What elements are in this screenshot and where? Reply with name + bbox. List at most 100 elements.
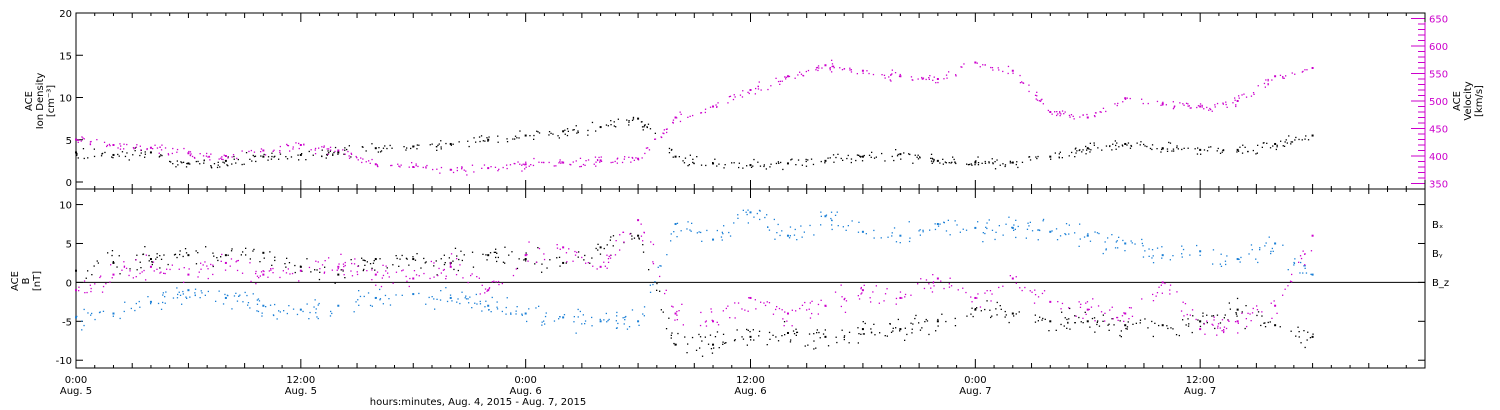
bz-point: [139, 272, 141, 275]
by-point: [895, 241, 898, 243]
bz-point: [776, 306, 778, 308]
ion-density-point: [778, 162, 780, 164]
bz-point: [925, 279, 928, 281]
velocity-point: [517, 161, 519, 163]
velocity-point: [1234, 97, 1236, 99]
by-point: [1059, 235, 1062, 237]
bz-point: [202, 264, 204, 266]
velocity-point: [587, 159, 590, 161]
velocity-point: [861, 69, 864, 72]
ion-density-point: [343, 153, 345, 155]
by-point: [186, 297, 188, 299]
by-point: [1305, 272, 1308, 274]
bz-point: [603, 261, 605, 263]
bz-point: [574, 254, 577, 256]
velocity-point: [891, 73, 893, 75]
by-point: [995, 231, 997, 233]
by-point: [355, 301, 357, 303]
ion-density-point: [820, 160, 822, 163]
bx-point: [1084, 311, 1086, 313]
velocity-point: [452, 171, 455, 174]
bz-point: [501, 282, 503, 285]
velocity-point: [314, 147, 317, 150]
velocity-point: [666, 128, 668, 130]
ion-density-point: [1200, 153, 1202, 155]
velocity-point: [732, 98, 735, 101]
bx-point: [972, 315, 974, 318]
ion-density-point: [222, 161, 224, 163]
bx-point: [448, 257, 450, 259]
by-point: [176, 287, 178, 289]
ion-density-point: [812, 163, 815, 166]
ion-density-point: [328, 152, 330, 154]
bz-point: [344, 264, 346, 267]
by-point: [194, 294, 196, 297]
by-point: [433, 298, 435, 300]
bz-point: [976, 297, 978, 299]
bz-point: [1211, 323, 1213, 325]
ion-density-point: [1210, 146, 1212, 148]
by-point: [1212, 249, 1215, 251]
velocity-point: [461, 168, 463, 170]
by-point: [224, 293, 226, 296]
velocity-point: [709, 106, 712, 108]
bx-point: [1086, 320, 1089, 323]
bz-point: [1247, 312, 1249, 314]
ion-density-point: [856, 154, 859, 156]
ion-density-point: [506, 138, 508, 140]
bx-point: [1199, 321, 1201, 323]
velocity-point: [377, 165, 379, 168]
ion-density-point: [217, 164, 219, 166]
bx-point: [262, 251, 265, 254]
bx-point: [1312, 333, 1314, 335]
ion-density-point: [403, 146, 405, 148]
velocity-point: [579, 157, 582, 159]
bx-point: [401, 254, 403, 257]
bx-point: [495, 256, 497, 259]
by-point: [820, 211, 822, 213]
bx-point: [1004, 316, 1006, 318]
bx-point: [91, 274, 93, 276]
ion-density-point: [763, 164, 765, 166]
velocity-point: [1036, 95, 1038, 97]
velocity-point: [528, 165, 530, 167]
bx-point: [937, 325, 939, 327]
bx-point: [1297, 326, 1299, 328]
bz-point: [344, 261, 346, 264]
bx-point: [874, 334, 876, 336]
bx-point: [584, 254, 586, 257]
ion-density-point: [712, 162, 714, 164]
by-point: [1005, 223, 1007, 225]
bx-point: [195, 263, 198, 265]
bz-point: [809, 317, 812, 319]
velocity-point: [1068, 114, 1071, 117]
bx-point: [220, 256, 222, 258]
ion-density-point: [1294, 139, 1296, 141]
bx-point: [637, 234, 640, 237]
bx-point: [408, 264, 410, 266]
ion-density-point: [1058, 153, 1060, 155]
bx-point: [1041, 319, 1043, 321]
bx-point: [1011, 312, 1014, 315]
by-point: [226, 294, 229, 296]
bz-point: [354, 258, 356, 260]
by-point: [306, 303, 308, 305]
by-point: [988, 219, 990, 221]
ion-density-point: [647, 123, 650, 125]
bz-point: [135, 276, 137, 278]
by-point: [1304, 267, 1306, 269]
ion-density-point: [1130, 144, 1132, 147]
by-point: [591, 325, 593, 327]
bx-point: [595, 247, 597, 250]
by-point: [164, 296, 166, 298]
ion-density-point: [1076, 150, 1078, 152]
bz-point: [986, 290, 988, 292]
ion-density-point: [271, 152, 273, 154]
ion-density-point: [337, 151, 340, 154]
ion-density-point: [117, 153, 119, 156]
bx-point: [1126, 326, 1129, 328]
by-point: [445, 287, 447, 289]
velocity-point: [733, 94, 735, 96]
bx-point: [486, 259, 488, 261]
velocity-point: [631, 156, 633, 159]
